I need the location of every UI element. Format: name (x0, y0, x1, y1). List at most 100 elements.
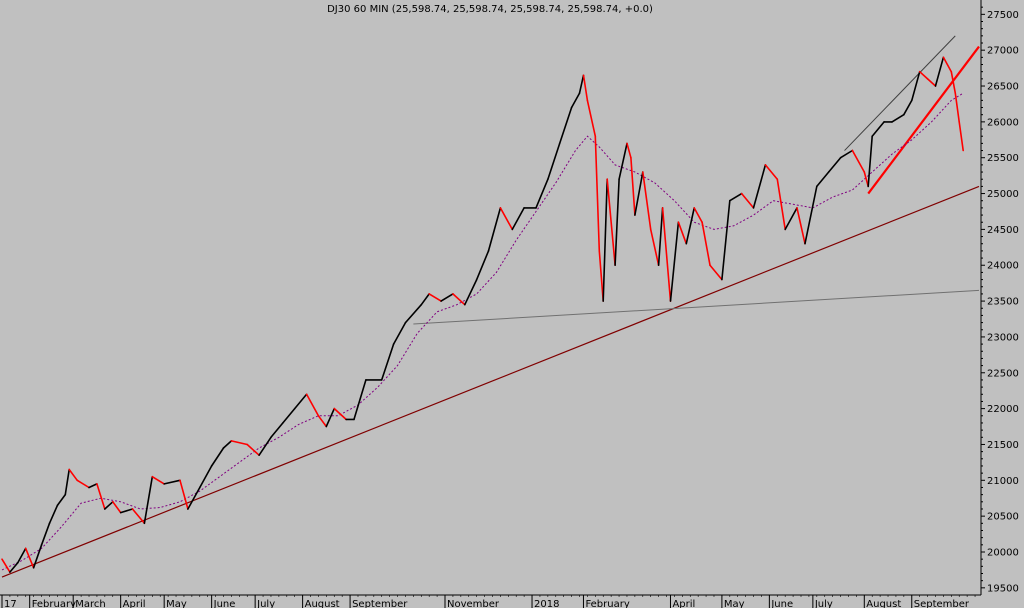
price-segment (630, 156, 636, 216)
trendlines (1, 35, 980, 578)
price-segment (701, 221, 711, 267)
price-segment (511, 207, 525, 231)
price-segment (582, 74, 589, 102)
price-segment (740, 192, 755, 209)
y-tick-label: 20500 (987, 512, 1019, 523)
price-segment (333, 407, 347, 421)
trendline-recent_support (867, 45, 980, 195)
price-segment (24, 547, 35, 569)
price-segment (258, 436, 272, 457)
price-segment (649, 228, 660, 267)
price-segment (32, 543, 43, 569)
x-tick-label: May (724, 599, 745, 608)
price-segment (570, 92, 581, 109)
price-segment (16, 547, 27, 564)
price-segment (634, 171, 644, 216)
price-segment (606, 178, 616, 267)
x-tick-label: June (213, 599, 236, 608)
price-segment (598, 250, 605, 302)
y-tick-label: 21000 (987, 476, 1019, 487)
moving-average-line (1, 92, 964, 571)
price-segment (1, 558, 11, 573)
moving-average (1, 92, 964, 571)
chart-title: DJ30 60 MIN (25,598.74, 25,598.74, 25,59… (327, 4, 653, 15)
price-segment (685, 207, 696, 245)
price-segment (721, 199, 731, 281)
price-segment (827, 156, 842, 173)
x-tick-label: April (672, 599, 695, 608)
price-segment (281, 407, 296, 424)
y-tick-label: 20000 (987, 547, 1019, 558)
x-tick-label: June (770, 599, 793, 608)
price-segment (270, 422, 284, 439)
x-tick-label: September (914, 599, 970, 608)
price-segment (112, 500, 122, 514)
price-segment (918, 70, 929, 80)
price-segment (934, 56, 945, 87)
trendline-horizontal_support (413, 289, 980, 325)
price-segment (558, 106, 573, 145)
price-segment (88, 483, 98, 489)
x-tick-label: February (585, 599, 629, 608)
price-segment (210, 447, 225, 467)
price-segment (68, 468, 78, 482)
price-segment (119, 508, 134, 514)
price-segment (950, 70, 957, 94)
price-segment (199, 465, 213, 489)
y-tick-label: 21500 (987, 440, 1019, 451)
price-segment (40, 522, 51, 546)
price-segment (661, 207, 672, 302)
price-segment (440, 293, 454, 302)
price-segment (104, 500, 114, 510)
price-segment (902, 99, 913, 116)
x-tick-label: August (866, 599, 901, 608)
price-segment (839, 149, 854, 159)
y-tick-label: 22000 (987, 404, 1019, 415)
price-segment (325, 407, 336, 428)
x-tick-label: 17 (4, 599, 17, 608)
price-segment (452, 293, 466, 306)
price-segment (594, 135, 601, 252)
price-segment (380, 343, 395, 381)
y-tick-label: 25500 (987, 153, 1019, 164)
price-segment (428, 293, 442, 302)
price-series (1, 56, 965, 573)
price-segment (752, 164, 767, 209)
price-segment (871, 121, 885, 137)
y-tick-label: 23500 (987, 297, 1019, 308)
price-segment (693, 207, 703, 223)
price-segment (404, 303, 423, 324)
price-segment (64, 468, 70, 496)
price-segment (669, 221, 680, 302)
price-segment (618, 142, 628, 180)
price-segment (728, 192, 743, 202)
x-tick-label: 2018 (534, 599, 559, 608)
y-tick-label: 25000 (987, 189, 1019, 200)
price-segment (942, 56, 953, 73)
price-segment (910, 70, 921, 102)
price-segment (222, 440, 233, 449)
price-segment (796, 207, 806, 245)
price-segment (626, 142, 632, 159)
price-segment (784, 207, 798, 231)
price-segment (926, 78, 937, 87)
price-segment (317, 414, 328, 428)
y-tick-label: 23000 (987, 332, 1019, 343)
price-segment (96, 483, 106, 510)
y-tick-label: 24000 (987, 261, 1019, 272)
price-segment (179, 479, 189, 510)
price-segment (48, 504, 59, 525)
y-tick-label: 26500 (987, 82, 1019, 93)
price-segment (851, 149, 866, 173)
y-tick-label: 24500 (987, 225, 1019, 236)
price-segment (641, 171, 652, 231)
price-segment (230, 440, 248, 446)
price-segment (499, 207, 514, 231)
x-tick-label: July (814, 599, 833, 608)
y-tick-label: 26000 (987, 117, 1019, 128)
x-tick-label: February (32, 599, 76, 608)
